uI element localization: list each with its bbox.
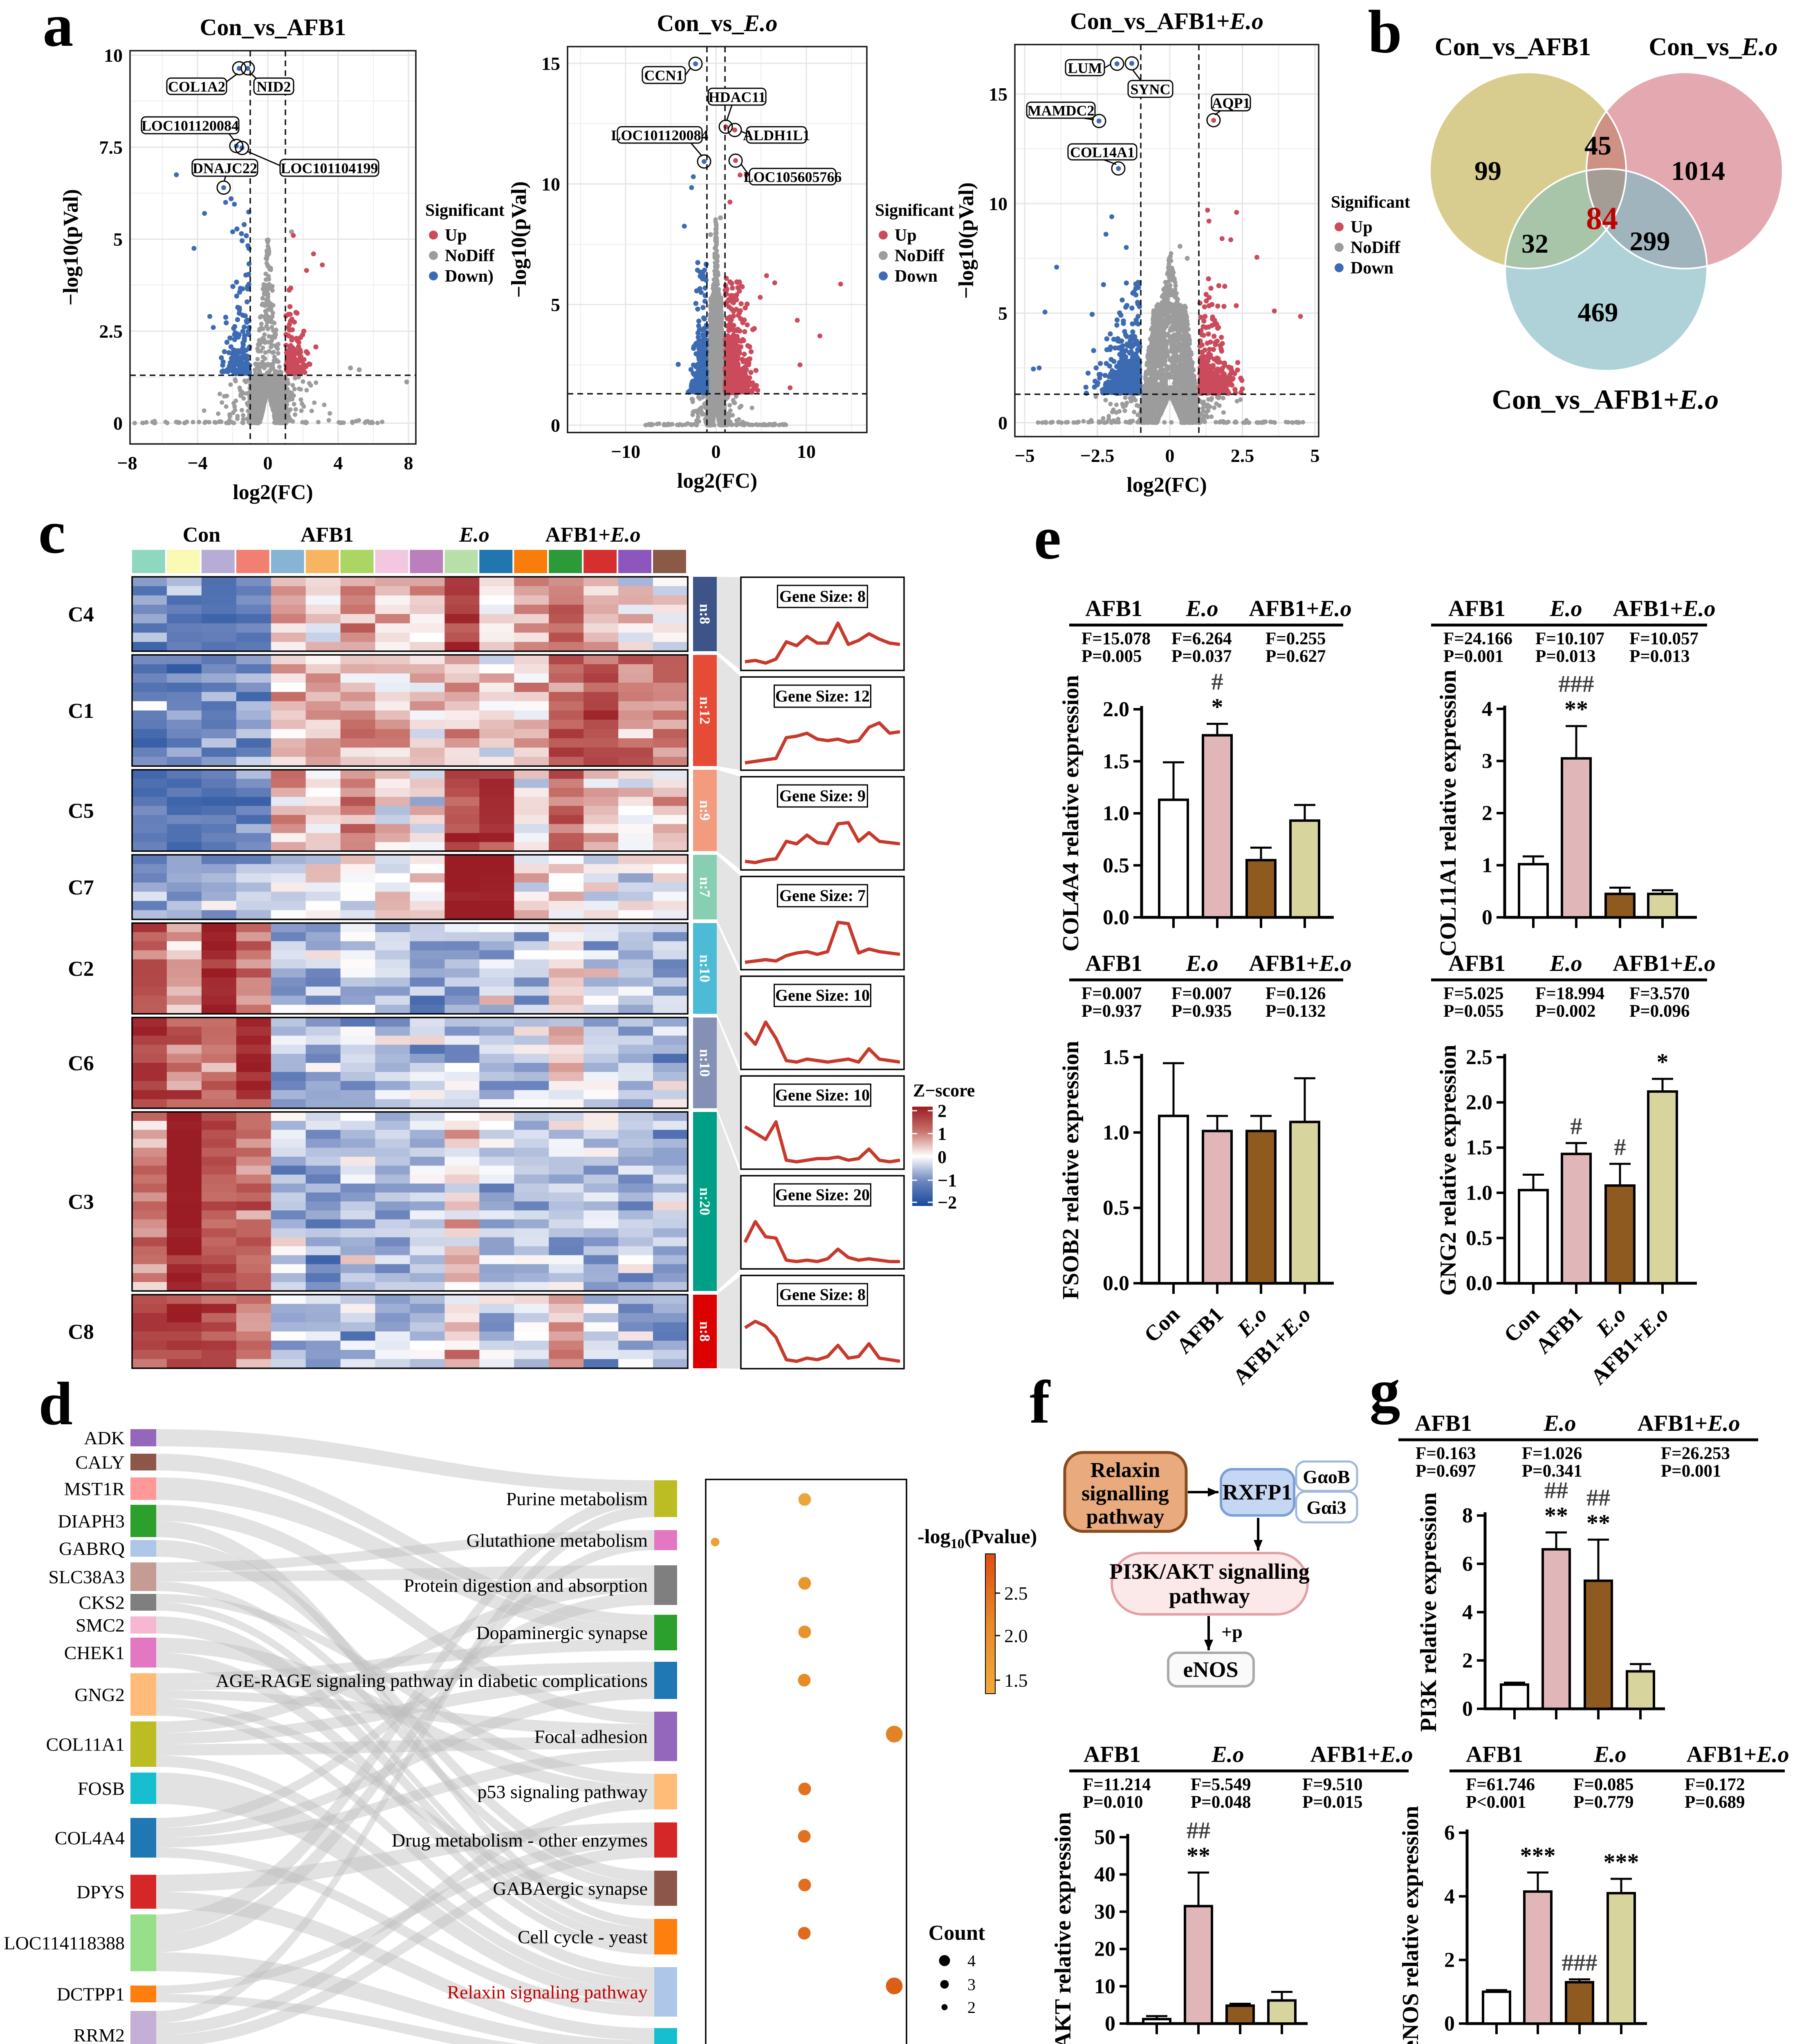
svg-text:NoDiff: NoDiff — [445, 247, 495, 265]
svg-text:0: 0 — [711, 441, 721, 462]
svg-text:DNAJC22: DNAJC22 — [193, 160, 257, 177]
svg-text:2.5: 2.5 — [99, 321, 123, 342]
svg-text:10: 10 — [797, 441, 816, 462]
svg-text:−8: −8 — [117, 453, 137, 473]
svg-text:Down): Down) — [445, 267, 494, 286]
svg-text:b: b — [1368, 0, 1402, 66]
svg-text:−log10(pVal): −log10(pVal) — [59, 189, 83, 306]
svg-text:8: 8 — [404, 453, 413, 473]
svg-text:−10: −10 — [611, 441, 640, 462]
svg-text:g: g — [1370, 1357, 1400, 1425]
svg-text:Significant: Significant — [425, 201, 505, 220]
svg-text:f: f — [1030, 1368, 1051, 1436]
svg-text:log2(FC): log2(FC) — [233, 481, 313, 504]
svg-text:0: 0 — [551, 415, 560, 436]
svg-text:0: 0 — [113, 413, 123, 434]
svg-text:COL1A2: COL1A2 — [168, 78, 225, 95]
svg-text:10: 10 — [541, 174, 560, 195]
svg-text:Con_vs_AFB1: Con_vs_AFB1 — [200, 14, 346, 40]
svg-text:LOC101104199: LOC101104199 — [280, 160, 378, 177]
svg-text:Up: Up — [445, 226, 467, 245]
svg-text:15: 15 — [541, 53, 560, 74]
svg-text:e: e — [1034, 504, 1061, 572]
svg-text:−4: −4 — [187, 453, 207, 473]
svg-text:log2(FC): log2(FC) — [677, 469, 757, 493]
svg-text:5: 5 — [113, 229, 123, 250]
svg-text:7.5: 7.5 — [99, 137, 123, 158]
svg-text:−log10(pVal): −log10(pVal) — [507, 182, 531, 298]
svg-text:5: 5 — [551, 294, 560, 315]
svg-text:a: a — [43, 0, 74, 59]
svg-text:c: c — [38, 498, 66, 566]
svg-text:NID2: NID2 — [256, 78, 291, 95]
svg-text:10: 10 — [104, 45, 123, 66]
svg-text:d: d — [38, 1370, 72, 1438]
svg-text:Con_vs_E.o: Con_vs_E.o — [657, 10, 778, 36]
svg-text:LOC101120084: LOC101120084 — [141, 118, 239, 134]
svg-text:0: 0 — [263, 453, 273, 473]
svg-text:4: 4 — [334, 453, 343, 473]
